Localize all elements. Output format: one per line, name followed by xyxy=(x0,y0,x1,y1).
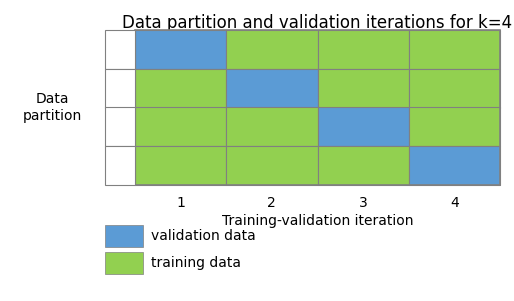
Text: training data: training data xyxy=(151,256,241,270)
Text: 4: 4 xyxy=(116,159,124,173)
Text: 1: 1 xyxy=(176,196,185,210)
Text: 3: 3 xyxy=(116,120,124,134)
Text: 3: 3 xyxy=(359,196,368,210)
Text: 2: 2 xyxy=(116,81,124,95)
Text: Data partition and validation iterations for k=4: Data partition and validation iterations… xyxy=(122,14,512,32)
Text: validation data: validation data xyxy=(151,229,256,243)
Text: 2: 2 xyxy=(267,196,276,210)
Text: Training-validation iteration: Training-validation iteration xyxy=(222,214,413,228)
Text: 1: 1 xyxy=(116,42,124,56)
Text: Data
partition: Data partition xyxy=(23,92,82,123)
Text: 4: 4 xyxy=(450,196,459,210)
